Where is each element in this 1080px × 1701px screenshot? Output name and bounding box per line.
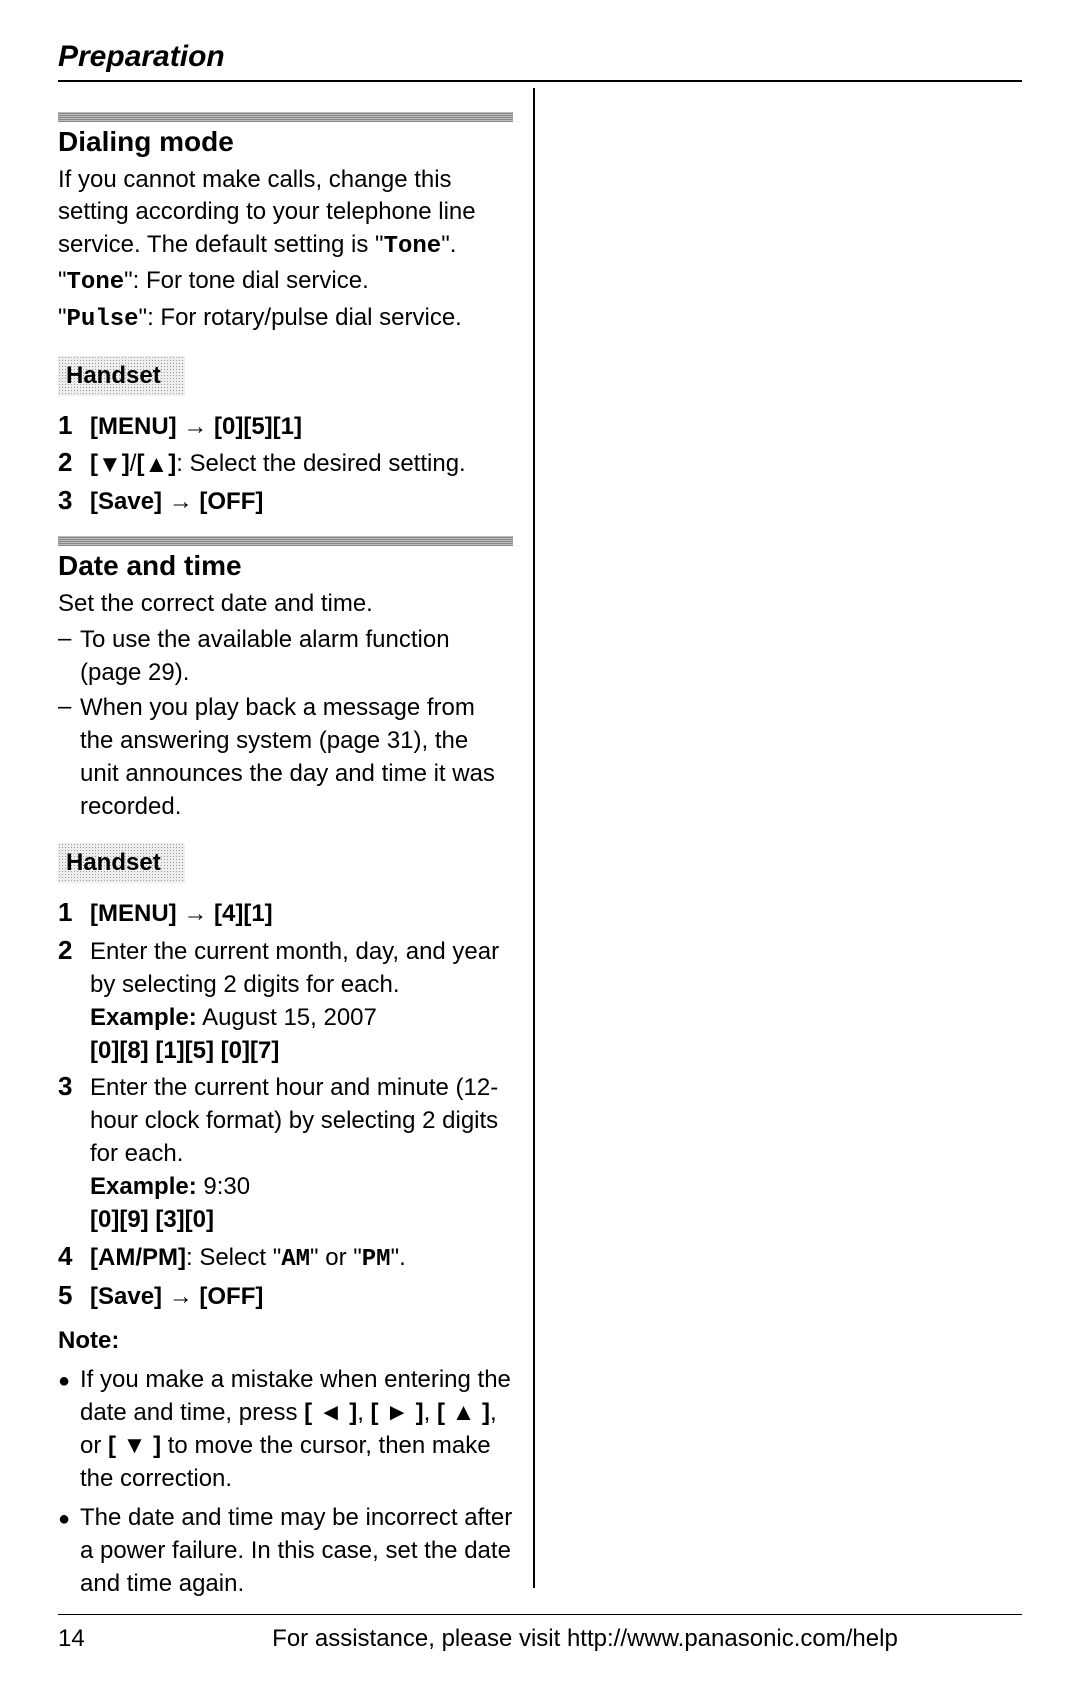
triangle-up-icon: ▲ [144, 448, 168, 481]
key-seq: [4][1] [214, 900, 273, 927]
key-seq: [0][9] [3][0] [90, 1206, 214, 1233]
step-number: 2 [58, 935, 90, 966]
step-content: [MENU] → [4][1] [90, 897, 273, 930]
bullet-icon: ● [58, 1501, 80, 1533]
step-number: 3 [58, 1071, 90, 1102]
save-key: [Save] [90, 1283, 162, 1310]
arrow-icon: → [169, 1283, 193, 1310]
s2-text: Enter the current month, day, and year b… [90, 938, 499, 998]
dash-item: – To use the available alarm function (p… [58, 623, 513, 689]
off-key: [OFF] [199, 488, 263, 515]
triangle-down-icon: ▼ [98, 448, 122, 481]
step-number: 1 [58, 897, 90, 928]
step-number: 3 [58, 485, 90, 516]
page-header: Preparation [58, 40, 1022, 74]
header-rule [58, 80, 1022, 82]
n1c: , [424, 1399, 437, 1426]
example-val: August 15, 2007 [197, 1004, 377, 1031]
right-key: [ ► ] [371, 1399, 424, 1426]
dash-mark: – [58, 623, 80, 655]
step-content: [▼]/[▲]: Select the desired setting. [90, 447, 466, 481]
step-content: [MENU] → [0][5][1] [90, 410, 302, 443]
example-label: Example: [90, 1173, 197, 1200]
note-label: Note: [58, 1327, 513, 1355]
handset-label: Handset [58, 843, 185, 883]
s4-mid: " or " [310, 1244, 362, 1271]
pulse-desc: ": For rotary/pulse dial service. [139, 304, 462, 331]
bullet-text: The date and time may be incorrect after… [80, 1501, 513, 1600]
pm-val: PM [362, 1246, 391, 1273]
step-row: 2 [▼]/[▲]: Select the desired setting. [58, 447, 513, 481]
step-row: 2 Enter the current month, day, and year… [58, 935, 513, 1067]
left-column: Dialing mode If you cannot make calls, c… [58, 88, 533, 1588]
section-divider [58, 112, 513, 122]
step-row: 4 [AM/PM]: Select "AM" or "PM". [58, 1241, 513, 1276]
dash-item: – When you play back a message from the … [58, 691, 513, 823]
arrow-icon: → [169, 488, 193, 515]
off-key: [OFF] [199, 1283, 263, 1310]
mono-tone2: Tone [67, 269, 125, 296]
up-key: [▲] [136, 450, 176, 477]
step-row: 5 [Save] → [OFF] [58, 1280, 513, 1313]
example-val: 9:30 [197, 1173, 250, 1200]
step-number: 2 [58, 447, 90, 478]
mono-tone: Tone [384, 233, 442, 260]
column-container: Dialing mode If you cannot make calls, c… [58, 88, 1022, 1588]
menu-key: [MENU] [90, 900, 177, 927]
section2-wrap: Date and time Set the correct date and t… [58, 536, 513, 1600]
dialing-intro: If you cannot make calls, change this se… [58, 164, 513, 263]
arrow-icon: → [183, 900, 207, 927]
arrow-icon: → [183, 413, 207, 440]
step-number: 4 [58, 1241, 90, 1272]
step-content: Enter the current month, day, and year b… [90, 935, 513, 1067]
dash-text: When you play back a message from the an… [80, 691, 513, 823]
bullet-item: ● The date and time may be incorrect aft… [58, 1501, 513, 1600]
down-key: [▼] [90, 450, 130, 477]
down-key: [ ▼ ] [108, 1432, 161, 1459]
section-title-datetime: Date and time [58, 550, 513, 582]
save-key: [Save] [90, 488, 162, 515]
section-title-dialing: Dialing mode [58, 126, 513, 158]
page-footer: 14 For assistance, please visit http://w… [58, 1614, 1022, 1653]
bullet-icon: ● [58, 1363, 80, 1395]
step-number: 5 [58, 1280, 90, 1311]
left-key: [ ◄ ] [304, 1399, 357, 1426]
bullet-item: ● If you make a mistake when entering th… [58, 1363, 513, 1495]
key-seq: [0][8] [1][5] [0][7] [90, 1037, 279, 1064]
step-row: 3 Enter the current hour and minute (12-… [58, 1071, 513, 1237]
datetime-intro: Set the correct date and time. [58, 588, 513, 620]
handset-label: Handset [58, 356, 185, 396]
step-row: 1 [MENU] → [4][1] [58, 897, 513, 930]
s3-text: Enter the current hour and minute (12-ho… [90, 1074, 498, 1167]
step-content: [Save] → [OFF] [90, 485, 263, 518]
tone-line: "Tone": For tone dial service. [58, 265, 513, 299]
step-content: [Save] → [OFF] [90, 1280, 263, 1313]
tone-desc: ": For tone dial service. [124, 267, 369, 294]
section-divider [58, 536, 513, 546]
step-content: Enter the current hour and minute (12-ho… [90, 1071, 513, 1237]
mono-pulse: Pulse [67, 306, 139, 333]
dash-text: To use the available alarm function (pag… [80, 623, 513, 689]
ampm-key: [AM/PM] [90, 1244, 186, 1271]
right-column [533, 88, 1022, 1588]
menu-key: [MENU] [90, 413, 177, 440]
dash-mark: – [58, 691, 80, 723]
s4-end: ". [391, 1244, 406, 1271]
example-label: Example: [90, 1004, 197, 1031]
step-content: [AM/PM]: Select "AM" or "PM". [90, 1241, 406, 1276]
intro-end: ". [441, 231, 456, 258]
bullet-text: If you make a mistake when entering the … [80, 1363, 513, 1495]
step-row: 1 [MENU] → [0][5][1] [58, 410, 513, 443]
step-number: 1 [58, 410, 90, 441]
step-row: 3 [Save] → [OFF] [58, 485, 513, 518]
up-key: [ ▲ ] [437, 1399, 490, 1426]
n1b: , [357, 1399, 370, 1426]
footer-assist: For assistance, please visit http://www.… [148, 1625, 1022, 1653]
pulse-line: "Pulse": For rotary/pulse dial service. [58, 302, 513, 336]
key-seq: [0][5][1] [214, 413, 302, 440]
am-val: AM [281, 1246, 310, 1273]
page-number: 14 [58, 1625, 148, 1653]
step2-text: : Select the desired setting. [176, 450, 466, 477]
s4-text: : Select " [186, 1244, 281, 1271]
